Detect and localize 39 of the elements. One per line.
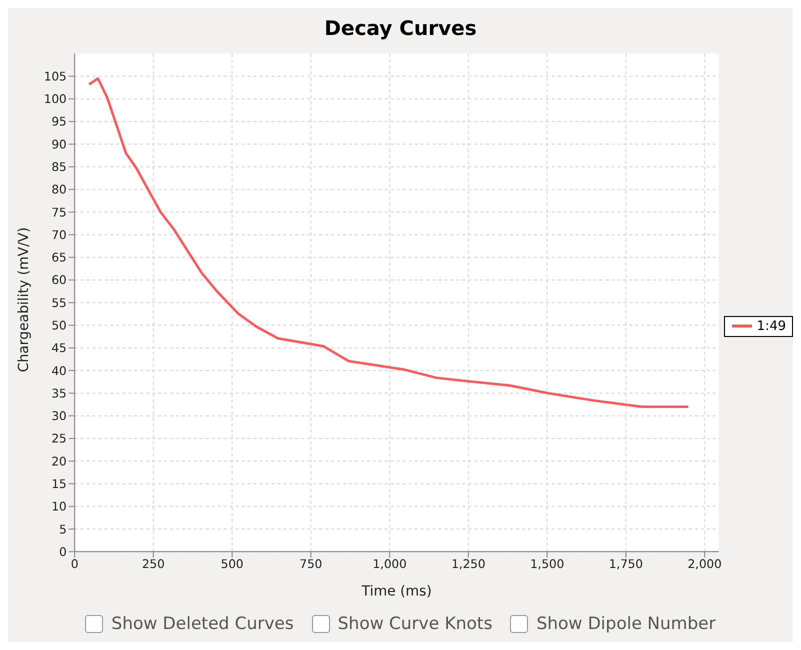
x-axis-title: Time (ms) xyxy=(360,583,432,600)
y-tick-label: 85 xyxy=(52,160,67,174)
x-tick-label: 750 xyxy=(300,557,322,572)
y-axis-title: Chargeability (mV/V) xyxy=(16,227,32,372)
y-tick-label: 60 xyxy=(52,273,67,288)
x-tick-label: 1,500 xyxy=(530,557,564,572)
y-tick-label: 15 xyxy=(52,476,67,491)
y-tick-label: 5 xyxy=(59,522,67,536)
x-tick-label: 1,250 xyxy=(451,557,486,572)
y-tick-label: 25 xyxy=(52,432,67,446)
text: Show Deleted Curves xyxy=(111,614,294,634)
y-tick-label: 75 xyxy=(52,205,67,220)
y-tick-label: 100 xyxy=(44,92,67,106)
y-tick-label: 65 xyxy=(52,250,67,265)
x-tick-label: 500 xyxy=(220,557,244,572)
y-tick-label: 105 xyxy=(44,69,67,84)
chart-title: Decay Curves xyxy=(323,15,478,42)
text: Show Curve Knots xyxy=(338,614,492,634)
y-tick-label: 55 xyxy=(52,296,67,310)
x-tick-label: 0 xyxy=(70,557,78,572)
y-tick-label: 40 xyxy=(52,364,67,378)
y-tick-label: 80 xyxy=(52,182,67,197)
x-tick-label: 2,000 xyxy=(688,557,722,572)
y-tick-label: 50 xyxy=(52,318,67,333)
y-tick-label: 95 xyxy=(52,114,67,129)
y-tick-label: 90 xyxy=(52,137,67,152)
y-tick-label: 45 xyxy=(52,341,67,356)
text: Show Dipole Number xyxy=(536,614,716,634)
y-tick-label: 0 xyxy=(59,544,67,559)
y-tick-label: 35 xyxy=(52,386,67,400)
x-tick-label: 1,750 xyxy=(608,557,643,572)
y-tick-label: 30 xyxy=(52,409,67,424)
line-series xyxy=(88,77,690,408)
y-tick-label: 20 xyxy=(52,454,67,468)
x-tick-label: 1,000 xyxy=(372,557,407,572)
y-tick-label: 10 xyxy=(52,500,67,514)
y-tick-label: 70 xyxy=(52,228,67,242)
legend-label: 1:49 xyxy=(756,318,786,334)
x-tick-label: 250 xyxy=(142,557,165,572)
